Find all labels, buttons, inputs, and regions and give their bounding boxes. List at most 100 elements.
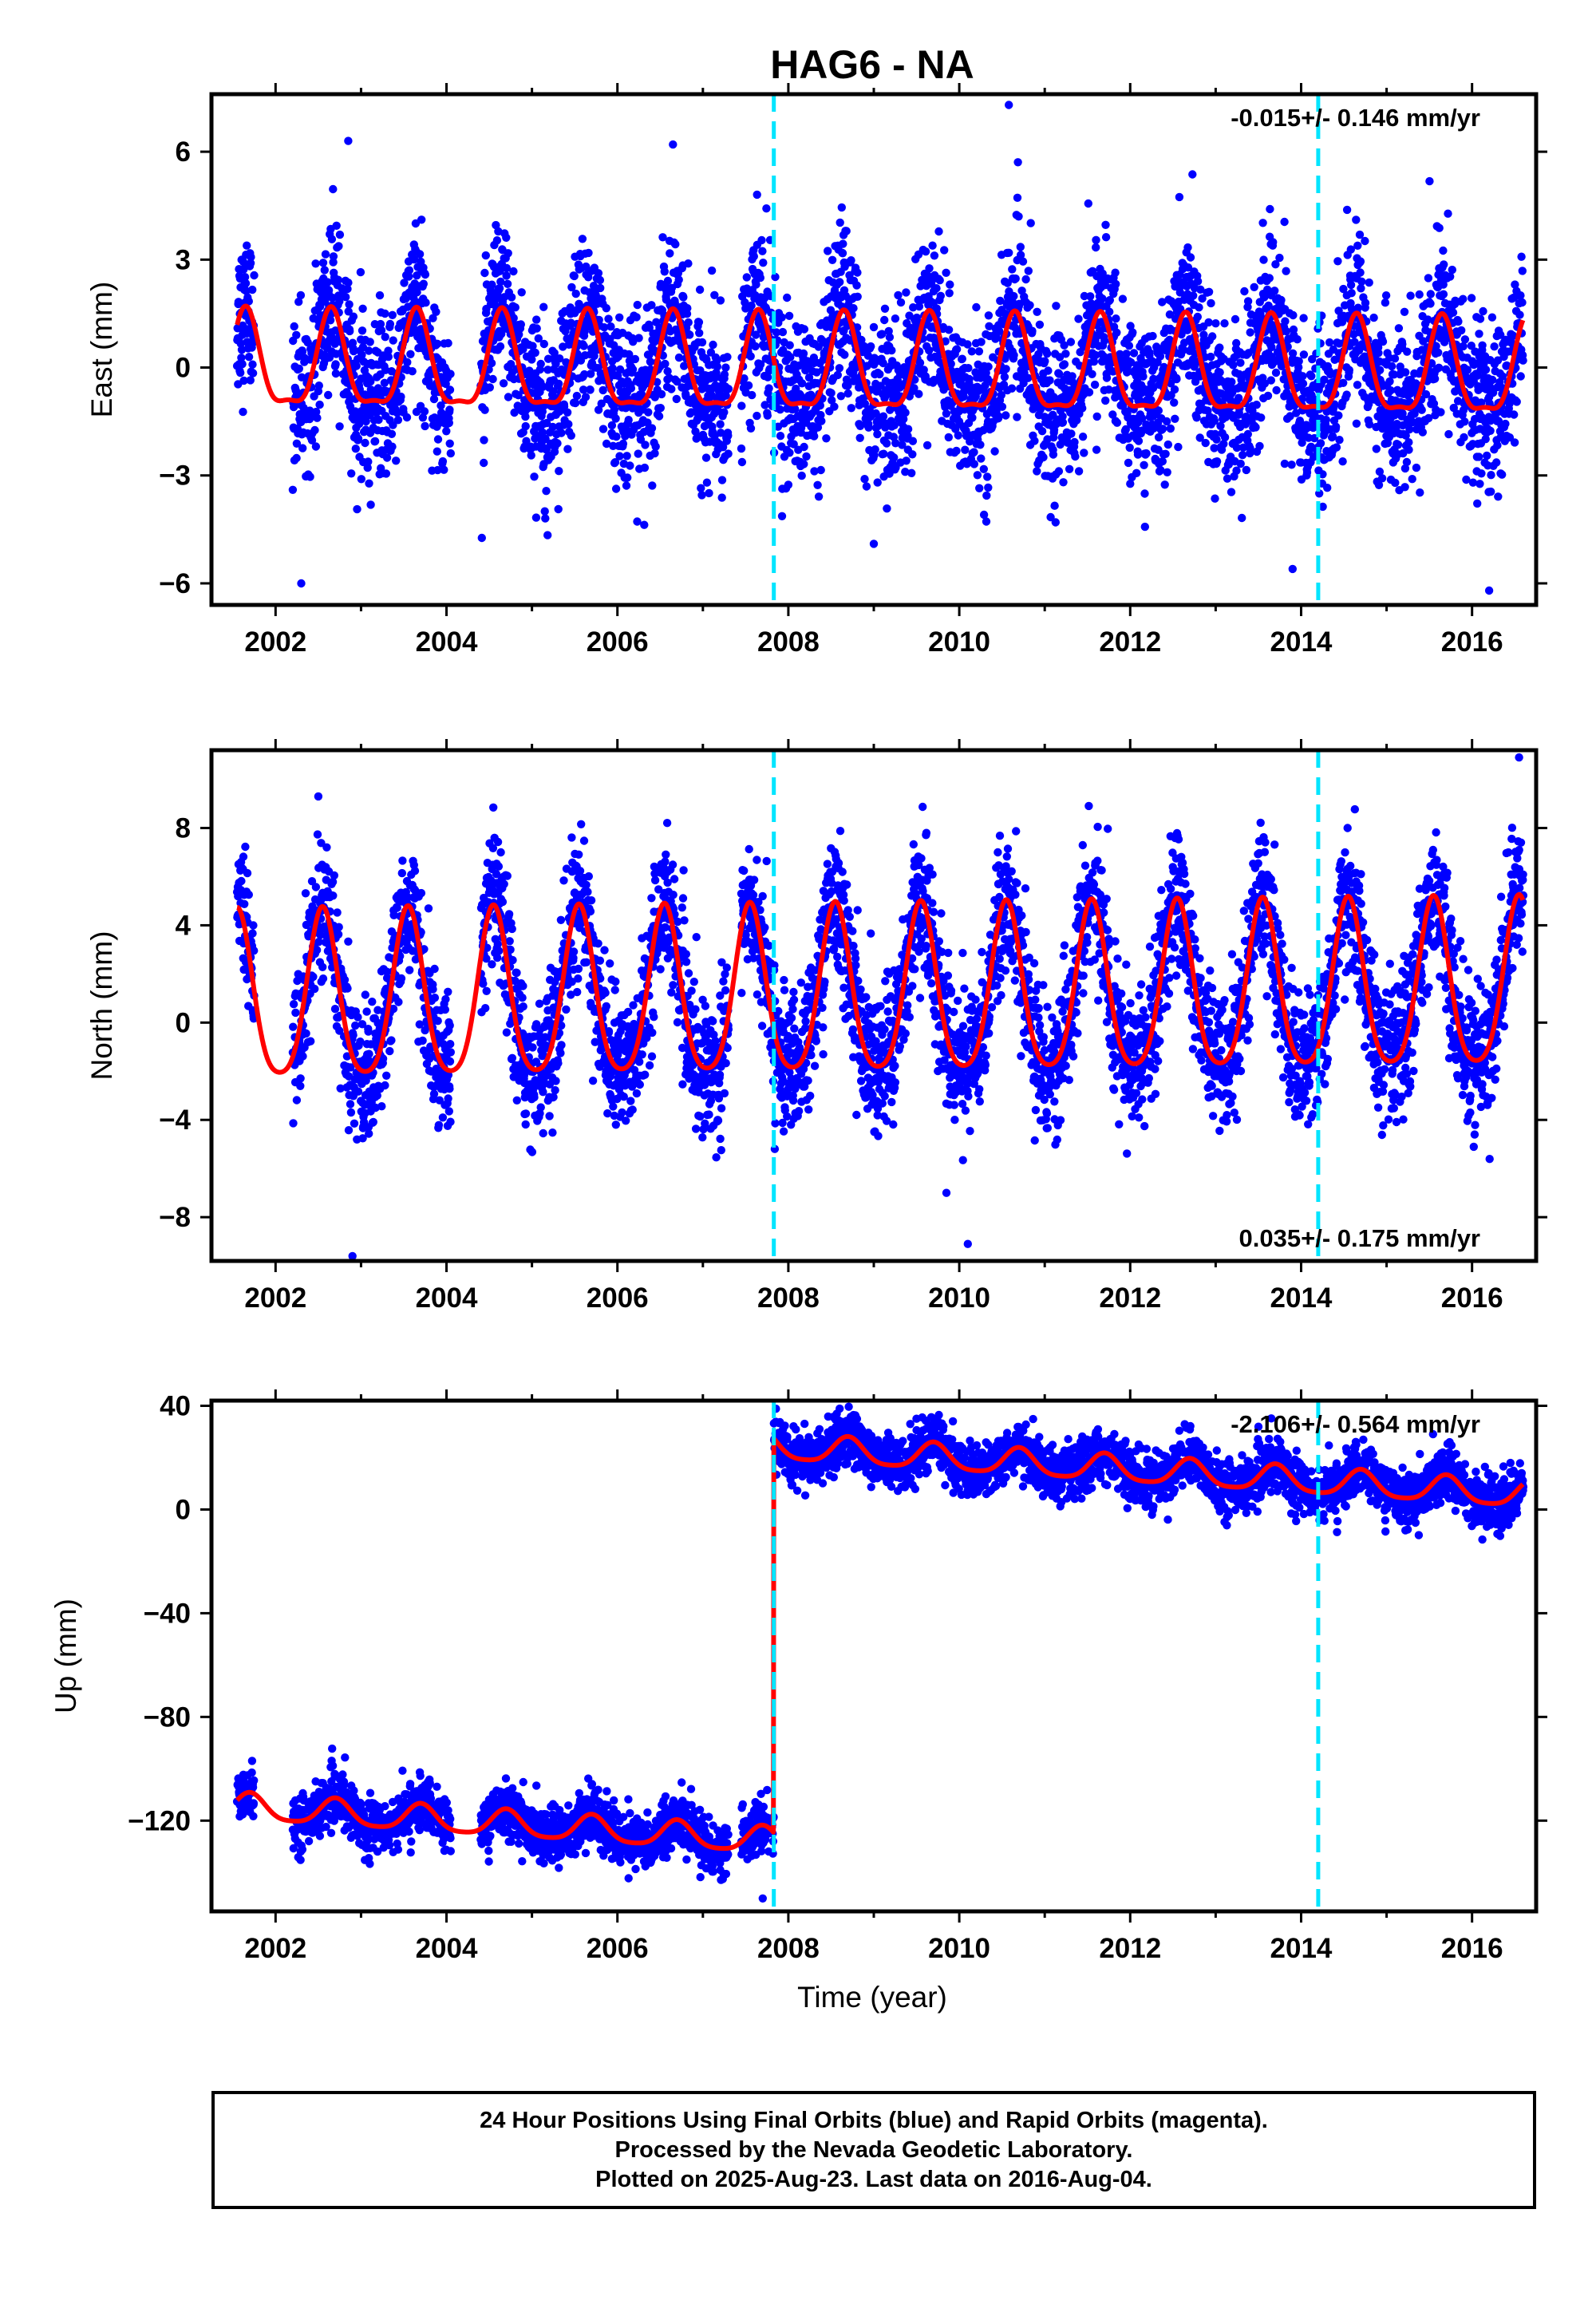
data-point — [1193, 312, 1203, 322]
data-point — [554, 504, 563, 514]
data-point — [1347, 289, 1356, 298]
data-point — [1000, 373, 1009, 381]
data-point — [634, 334, 643, 342]
data-point — [530, 472, 539, 481]
data-point — [1215, 343, 1224, 352]
data-point — [976, 441, 985, 449]
data-point — [838, 249, 847, 258]
data-point — [1512, 397, 1521, 406]
data-point — [1281, 317, 1290, 326]
data-point — [896, 298, 906, 307]
data-point — [737, 457, 747, 467]
data-point — [248, 369, 258, 377]
data-point — [632, 313, 641, 322]
data-point — [480, 405, 489, 414]
data-point — [1394, 324, 1404, 333]
data-point — [309, 972, 318, 982]
data-point — [1436, 408, 1445, 417]
data-point — [849, 304, 858, 313]
data-point — [1211, 494, 1219, 503]
data-point — [381, 469, 391, 478]
data-point — [440, 465, 448, 474]
data-point — [323, 278, 332, 287]
data-point — [1100, 336, 1109, 345]
data-point — [647, 424, 657, 433]
data-point — [1033, 307, 1041, 316]
data-point — [1425, 176, 1434, 186]
data-point — [762, 204, 771, 213]
data-point — [1325, 338, 1334, 347]
data-point — [354, 1013, 362, 1022]
data-point — [1334, 411, 1343, 420]
data-point — [1519, 356, 1527, 365]
data-point — [1510, 410, 1519, 419]
data-point — [480, 436, 488, 445]
data-point — [799, 349, 808, 358]
data-point — [1434, 348, 1443, 357]
data-point — [527, 451, 535, 460]
x-tick-label: 2004 — [416, 626, 478, 658]
data-point — [695, 285, 705, 294]
data-point — [624, 416, 633, 425]
data-point — [903, 425, 913, 433]
data-point — [640, 520, 649, 529]
data-point — [724, 431, 733, 441]
data-point — [365, 1049, 373, 1058]
data-point — [891, 314, 900, 323]
y-axis-label: East (mm) — [85, 282, 118, 418]
data-point — [684, 259, 693, 268]
data-point — [847, 404, 856, 413]
data-point — [1400, 307, 1409, 316]
data-point — [1444, 209, 1452, 218]
data-point — [717, 476, 727, 484]
data-point — [492, 236, 502, 245]
data-point — [488, 374, 497, 384]
data-point — [763, 411, 772, 420]
data-point — [351, 1021, 360, 1030]
data-point — [663, 276, 673, 286]
data-point — [963, 340, 972, 349]
data-point — [1353, 241, 1362, 250]
data-point — [366, 500, 375, 509]
data-point — [311, 259, 320, 268]
data-point — [836, 278, 844, 287]
data-point — [630, 354, 640, 364]
data-point — [977, 454, 986, 463]
data-point — [346, 1108, 356, 1117]
data-point — [1124, 458, 1133, 468]
data-point — [998, 402, 1007, 411]
data-point — [314, 381, 323, 390]
data-point — [1018, 257, 1028, 266]
data-point — [1009, 291, 1018, 301]
data-point — [742, 273, 751, 282]
data-point — [810, 432, 819, 441]
data-point — [1092, 243, 1100, 252]
data-point — [1163, 468, 1171, 476]
data-point — [1277, 295, 1286, 305]
data-point — [509, 267, 518, 276]
data-point — [1229, 361, 1238, 370]
data-point — [724, 385, 733, 393]
data-point — [724, 449, 733, 458]
data-point — [358, 304, 367, 313]
data-point — [674, 353, 684, 362]
data-point — [366, 377, 375, 386]
data-point — [1404, 438, 1413, 447]
data-point — [598, 425, 608, 433]
data-point — [867, 342, 875, 351]
data-point — [843, 389, 852, 398]
data-point — [875, 370, 884, 379]
data-point — [361, 990, 369, 999]
data-point — [420, 407, 429, 416]
data-point — [970, 460, 979, 468]
data-point — [237, 876, 246, 886]
data-point — [784, 480, 793, 489]
data-point — [294, 364, 303, 373]
data-point — [329, 258, 338, 267]
data-point — [1145, 348, 1154, 358]
data-point — [990, 447, 999, 456]
data-point — [1477, 469, 1486, 478]
data-point — [442, 427, 451, 436]
data-point — [365, 479, 373, 488]
x-tick-label: 2012 — [1099, 626, 1161, 658]
